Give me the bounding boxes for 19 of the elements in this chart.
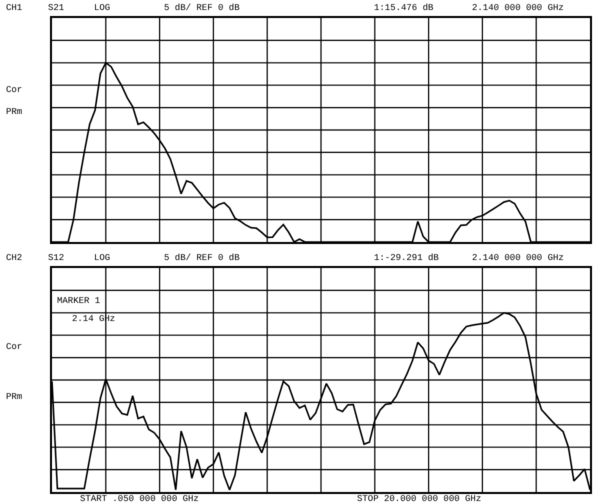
text: LOG [94,3,110,13]
text: START .050 000 000 GHz [80,494,199,504]
text: 1:-29.291 dB [374,253,440,263]
text: S21 [48,3,64,13]
text: 1:15.476 dB [374,3,434,13]
text: CH2 [6,253,22,263]
text: LOG [94,253,110,263]
text: PRm [6,392,22,402]
text: CH1 [6,3,22,13]
text: 2.140 000 000 GHz [472,253,564,263]
text: Cor [6,342,22,352]
text: MARKER 1 [57,296,100,306]
text: S12 [48,253,64,263]
text: 2.140 000 000 GHz [472,3,564,13]
text: PRm [6,107,22,117]
text: STOP 20.000 000 000 GHz [357,494,482,504]
text: 5 dB/ REF 0 dB [164,3,240,13]
text: 5 dB/ REF 0 dB [164,253,240,263]
text: Cor [6,85,22,95]
